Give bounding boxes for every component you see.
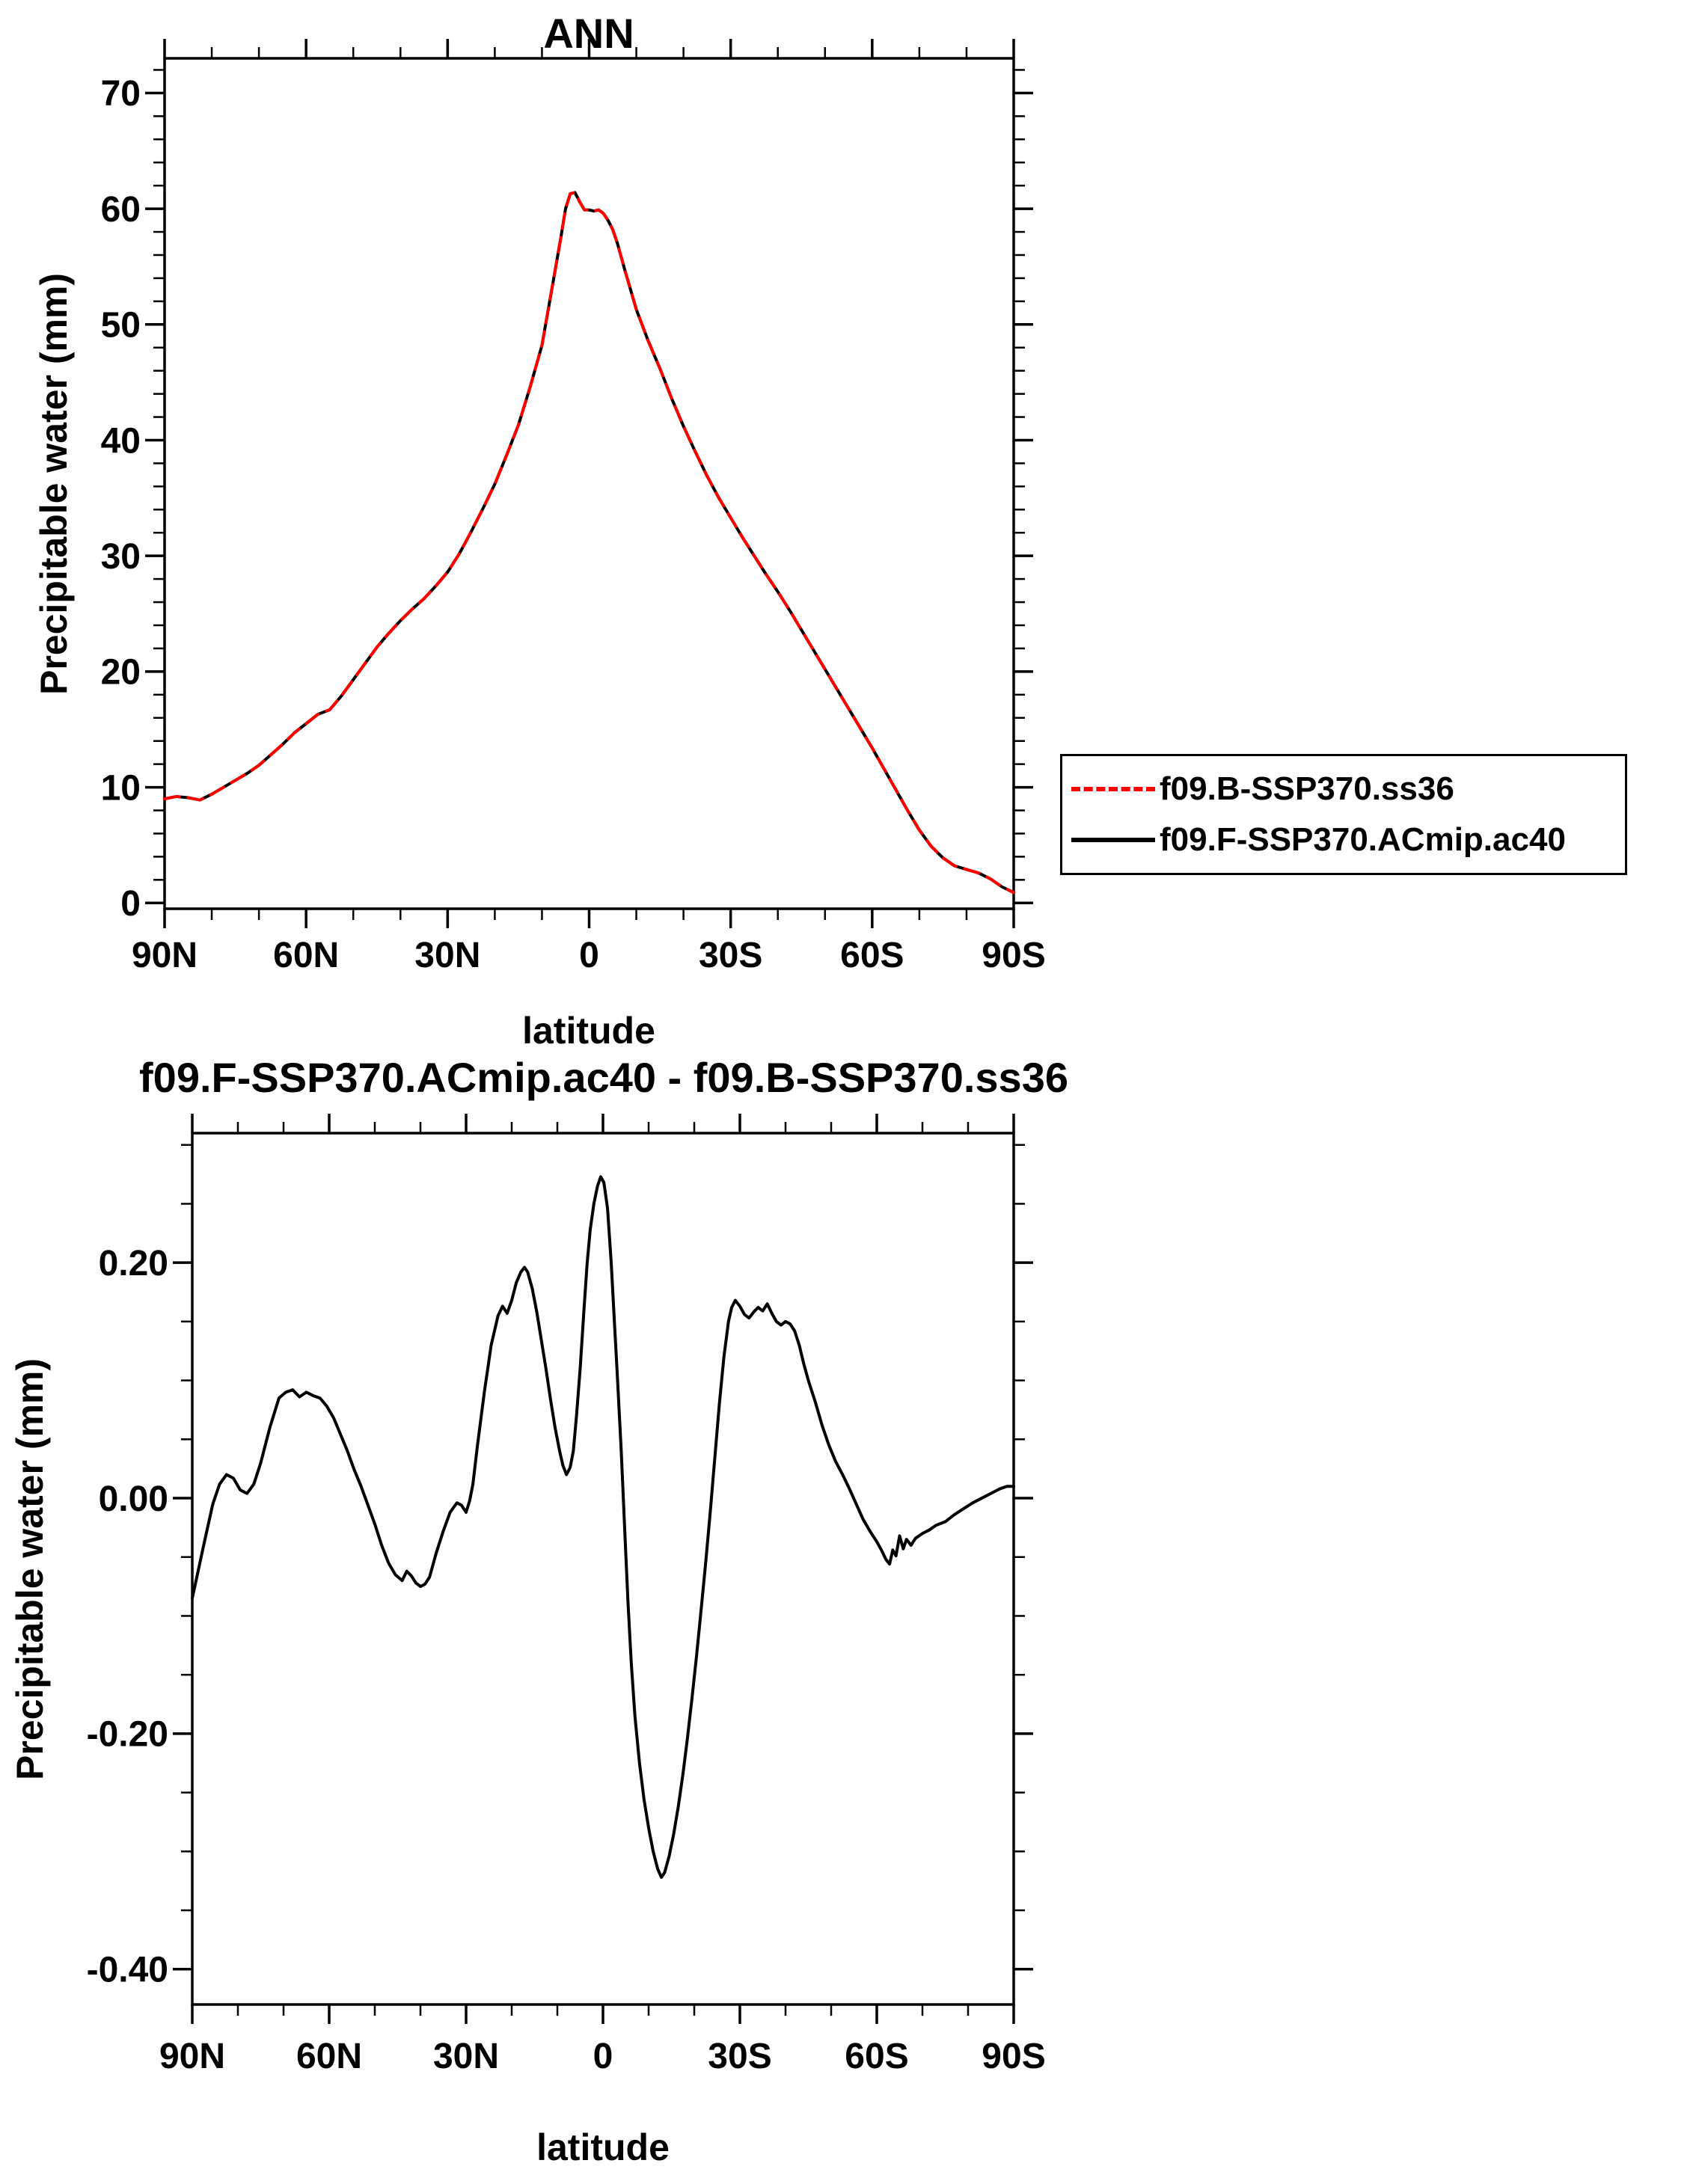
top-chart-ylabel: Precipitable water (mm): [33, 272, 75, 696]
svg-text:60N: 60N: [273, 936, 339, 975]
black-solid-line-icon: [1071, 838, 1155, 843]
svg-text:30S: 30S: [699, 936, 762, 975]
legend: f09.B-SSP370.ss36 f09.F-SSP370.ACmip.ac4…: [1060, 754, 1627, 875]
bottom-chart-xlabel: latitude: [536, 2126, 670, 2168]
svg-text:90S: 90S: [982, 2037, 1045, 2076]
svg-text:50: 50: [101, 306, 141, 346]
top-chart-xlabel: latitude: [522, 1010, 655, 1052]
svg-text:10: 10: [101, 768, 141, 808]
svg-text:0.00: 0.00: [99, 1479, 168, 1519]
legend-row-b-case: f09.B-SSP370.ss36: [1071, 770, 1616, 808]
svg-text:-0.20: -0.20: [87, 1715, 168, 1755]
top-chart-title: ANN: [543, 10, 634, 57]
legend-label-b-case: f09.B-SSP370.ss36: [1160, 770, 1454, 807]
legend-row-f-case: f09.F-SSP370.ACmip.ac40: [1071, 821, 1616, 859]
svg-text:60S: 60S: [840, 936, 904, 975]
svg-text:90N: 90N: [159, 2037, 225, 2076]
svg-text:0: 0: [579, 936, 599, 975]
svg-text:20: 20: [101, 653, 141, 693]
red-dashed-line-icon: [1071, 786, 1155, 791]
svg-text:30S: 30S: [708, 2037, 771, 2076]
legend-label-f-case: f09.F-SSP370.ACmip.ac40: [1160, 821, 1566, 859]
svg-text:0: 0: [593, 2037, 613, 2076]
svg-text:60: 60: [101, 190, 141, 230]
bottom-chart-ylabel: Precipitable water (mm): [9, 1358, 51, 1781]
svg-text:0: 0: [120, 884, 141, 924]
svg-text:70: 70: [101, 74, 141, 114]
svg-text:0.20: 0.20: [99, 1244, 168, 1283]
svg-text:30N: 30N: [414, 936, 480, 975]
svg-text:-0.40: -0.40: [87, 1951, 168, 1990]
svg-text:90N: 90N: [132, 936, 198, 975]
bottom-chart-title: f09.F-SSP370.ACmip.ac40 - f09.B-SSP370.s…: [139, 1054, 1068, 1101]
svg-text:30N: 30N: [433, 2037, 499, 2076]
svg-text:60N: 60N: [296, 2037, 362, 2076]
svg-text:60S: 60S: [845, 2037, 908, 2076]
svg-text:40: 40: [101, 421, 141, 461]
svg-text:30: 30: [101, 537, 141, 577]
svg-text:90S: 90S: [982, 936, 1045, 975]
